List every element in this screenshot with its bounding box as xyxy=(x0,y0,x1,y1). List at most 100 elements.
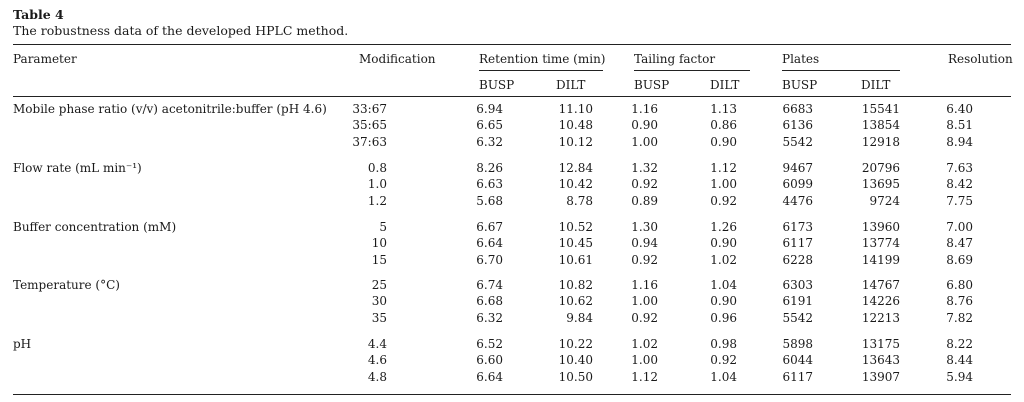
cell-rt-busp: 6.32 xyxy=(476,134,503,149)
cell-rt-dilt: 10.22 xyxy=(558,337,593,351)
cell-pl-dilt: 13175 xyxy=(861,337,900,351)
cell-pl-dilt: 13907 xyxy=(861,369,900,384)
cell-tf-busp: 1.00 xyxy=(631,134,658,149)
cell-mod: 37:63 xyxy=(352,134,387,149)
cell-res: 8.76 xyxy=(946,294,973,309)
cell-tf-dilt: 1.00 xyxy=(710,177,737,192)
cell-mod: 4.6 xyxy=(367,353,387,368)
cell-tf-dilt: 1.12 xyxy=(710,161,737,175)
parameter-label: Buffer concentration (mM) xyxy=(13,220,177,234)
cell-pl-dilt: 13774 xyxy=(861,236,900,251)
cell-pl-dilt: 14226 xyxy=(861,294,900,309)
cell-tf-busp: 1.30 xyxy=(631,220,658,234)
cell-tf-dilt: 0.90 xyxy=(710,294,737,309)
header-retention-time: Retention time (min) xyxy=(479,52,606,66)
cell-tf-busp: 1.16 xyxy=(631,102,658,116)
cell-tf-dilt: 0.92 xyxy=(710,193,737,208)
parameter-label: pH xyxy=(13,337,32,351)
cell-pl-dilt: 20796 xyxy=(861,161,900,175)
cell-tf-dilt: 1.26 xyxy=(710,220,737,234)
cell-res: 8.94 xyxy=(946,134,973,149)
cell-tf-busp: 1.32 xyxy=(631,161,658,175)
cell-rt-dilt: 11.10 xyxy=(558,102,593,116)
cell-mod: 5 xyxy=(379,220,387,234)
bottom-rule xyxy=(13,394,1011,395)
cell-pl-busp: 6228 xyxy=(782,252,813,267)
cell-tf-dilt: 1.02 xyxy=(710,252,737,267)
header-tf-busp: BUSP xyxy=(634,78,670,92)
cell-tf-busp: 1.00 xyxy=(631,353,658,368)
retention-subrule xyxy=(479,70,603,71)
cell-tf-busp: 0.89 xyxy=(631,193,658,208)
cell-rt-dilt: 8.78 xyxy=(566,193,593,208)
cell-tf-dilt: 1.13 xyxy=(710,102,737,116)
cell-rt-dilt: 10.62 xyxy=(558,294,593,309)
cell-tf-dilt: 0.96 xyxy=(710,310,737,325)
cell-pl-busp: 6303 xyxy=(782,278,813,292)
cell-pl-busp: 6191 xyxy=(782,294,813,309)
cell-pl-dilt: 14199 xyxy=(861,252,900,267)
cell-pl-dilt: 13960 xyxy=(861,220,900,234)
cell-rt-dilt: 10.82 xyxy=(558,278,593,292)
cell-pl-dilt: 15541 xyxy=(861,102,900,116)
cell-mod: 15 xyxy=(371,252,387,267)
cell-mod: 10 xyxy=(371,236,387,251)
cell-mod: 33:67 xyxy=(352,102,387,116)
cell-rt-busp: 6.70 xyxy=(476,252,503,267)
cell-rt-busp: 6.63 xyxy=(476,177,503,192)
cell-res: 7.00 xyxy=(946,220,973,234)
cell-rt-busp: 6.52 xyxy=(476,337,503,351)
header-tf-dilt: DILT xyxy=(710,78,740,92)
cell-res: 8.69 xyxy=(946,252,973,267)
cell-pl-dilt: 13695 xyxy=(861,177,900,192)
header-modification: Modification xyxy=(359,52,436,66)
cell-rt-busp: 6.94 xyxy=(476,102,503,116)
cell-rt-dilt: 9.84 xyxy=(566,310,593,325)
cell-tf-busp: 1.00 xyxy=(631,294,658,309)
cell-mod: 4.8 xyxy=(367,369,387,384)
cell-tf-busp: 1.02 xyxy=(631,337,658,351)
cell-pl-dilt: 14767 xyxy=(861,278,900,292)
cell-tf-dilt: 0.90 xyxy=(710,134,737,149)
cell-tf-dilt: 0.90 xyxy=(710,236,737,251)
cell-tf-busp: 0.92 xyxy=(631,310,658,325)
cell-pl-dilt: 12918 xyxy=(861,134,900,149)
cell-tf-busp: 1.12 xyxy=(631,369,658,384)
cell-pl-busp: 6099 xyxy=(782,177,813,192)
header-tailing-factor: Tailing factor xyxy=(634,52,716,66)
cell-mod: 1.0 xyxy=(367,177,387,192)
cell-rt-busp: 6.64 xyxy=(476,236,503,251)
cell-res: 8.42 xyxy=(946,177,973,192)
header-rt-busp: BUSP xyxy=(479,78,515,92)
cell-pl-busp: 6136 xyxy=(782,118,813,133)
cell-rt-busp: 6.74 xyxy=(476,278,503,292)
cell-tf-dilt: 1.04 xyxy=(710,369,737,384)
cell-rt-busp: 6.64 xyxy=(476,369,503,384)
cell-res: 5.94 xyxy=(946,369,973,384)
cell-rt-busp: 6.60 xyxy=(476,353,503,368)
cell-rt-busp: 6.65 xyxy=(476,118,503,133)
cell-rt-dilt: 10.52 xyxy=(558,220,593,234)
cell-pl-busp: 4476 xyxy=(782,193,813,208)
cell-tf-dilt: 0.86 xyxy=(710,118,737,133)
cell-rt-busp: 6.32 xyxy=(476,310,503,325)
cell-rt-busp: 6.68 xyxy=(476,294,503,309)
cell-pl-dilt: 12213 xyxy=(861,310,900,325)
cell-rt-dilt: 10.61 xyxy=(558,252,593,267)
cell-res: 6.40 xyxy=(946,102,973,116)
cell-pl-dilt: 13643 xyxy=(861,353,900,368)
cell-mod: 35 xyxy=(371,310,387,325)
cell-pl-busp: 5898 xyxy=(782,337,813,351)
cell-pl-busp: 6173 xyxy=(782,220,813,234)
cell-mod: 0.8 xyxy=(367,161,387,175)
cell-mod: 4.4 xyxy=(367,337,387,351)
cell-pl-busp: 5542 xyxy=(782,134,813,149)
cell-rt-dilt: 10.40 xyxy=(558,353,593,368)
tailing-subrule xyxy=(634,70,750,71)
header-resolution: Resolution xyxy=(948,52,1013,66)
table-label: Table 4 xyxy=(13,7,64,22)
cell-mod: 1.2 xyxy=(367,193,387,208)
cell-pl-busp: 6683 xyxy=(782,102,813,116)
cell-pl-busp: 5542 xyxy=(782,310,813,325)
parameter-label: Temperature (°C) xyxy=(13,278,120,292)
